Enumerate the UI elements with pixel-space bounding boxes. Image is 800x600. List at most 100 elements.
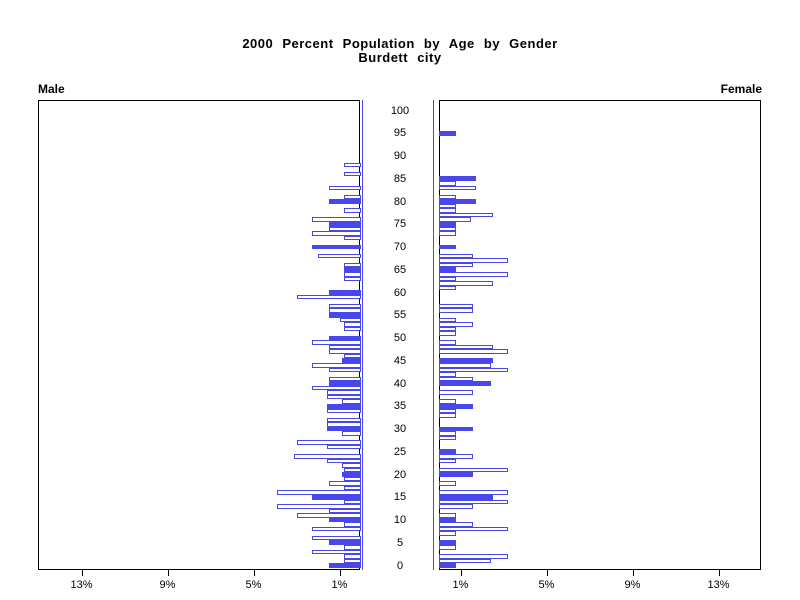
- male-bar-age-78: [343, 208, 361, 213]
- female-bar-age-34: [439, 408, 457, 414]
- male-bar-age-49: [311, 340, 361, 345]
- male-bar-age-17: [343, 485, 361, 491]
- male-tick-13%: [81, 570, 83, 576]
- age-tick-label-55: 55: [393, 309, 407, 322]
- female-bar-age-68: [439, 253, 474, 259]
- female-bar-age-30: [439, 426, 474, 432]
- male-bar-age-22: [341, 463, 361, 468]
- male-bar-age-6: [311, 535, 361, 541]
- male-bar-age-24: [294, 454, 361, 459]
- male-bar-age-38: [326, 390, 361, 395]
- male-bar-age-76: [311, 217, 361, 222]
- male-bar-age-88: [343, 162, 361, 168]
- male-bar-age-81: [343, 194, 361, 200]
- age-tick-label-25: 25: [393, 445, 407, 458]
- female-bar-age-47: [439, 349, 508, 354]
- male-bar-age-20: [341, 472, 361, 477]
- chart-subtitle: Burdett city: [358, 50, 442, 65]
- male-bar-age-31: [326, 422, 361, 427]
- female-bar-age-44: [439, 363, 491, 368]
- female-bar-age-4: [439, 545, 457, 550]
- female-bar-age-33: [439, 413, 457, 418]
- female-bar-age-76: [439, 217, 472, 222]
- female-tick-5%: [546, 570, 548, 576]
- age-tick-label-60: 60: [393, 286, 407, 299]
- age-tick-label-5: 5: [396, 536, 404, 549]
- male-bar-age-80: [328, 199, 361, 204]
- male-bar-age-40: [328, 381, 361, 386]
- male-bar-age-65: [343, 267, 361, 273]
- female-bar-age-52: [439, 326, 457, 332]
- female-bar-age-51: [439, 331, 457, 336]
- male-bar-age-0: [328, 563, 361, 568]
- male-bar-age-30: [326, 426, 361, 432]
- female-bar-age-49: [439, 340, 457, 345]
- female-bar-age-53: [439, 322, 474, 327]
- male-bar-age-23: [326, 458, 361, 464]
- female-bar-age-1: [439, 558, 491, 564]
- female-bar-age-62: [439, 281, 493, 286]
- age-tick-label-65: 65: [393, 263, 407, 276]
- male-bar-age-66: [343, 262, 361, 268]
- age-tick-label-0: 0: [396, 559, 404, 572]
- male-bar-age-46: [343, 353, 361, 359]
- age-tick-label-90: 90: [393, 150, 407, 162]
- male-tick-1%: [339, 570, 341, 576]
- female-bar-age-66: [439, 262, 474, 268]
- female-bar-age-13: [439, 504, 474, 509]
- male-panel-label: Male: [38, 82, 65, 96]
- male-bar-age-39: [311, 385, 361, 391]
- female-bar-age-11: [439, 513, 457, 518]
- age-tick-label-20: 20: [393, 468, 407, 481]
- female-bar-age-80: [439, 199, 476, 204]
- age-tick-label-35: 35: [393, 400, 407, 413]
- male-tick-label-5%: 5%: [245, 579, 262, 591]
- female-bar-age-41: [439, 376, 474, 382]
- age-tick-label-45: 45: [393, 354, 407, 367]
- male-bar-age-18: [328, 481, 361, 486]
- male-bar-age-4: [343, 545, 361, 550]
- age-tick-label-50: 50: [393, 332, 407, 344]
- female-bar-age-24: [439, 454, 474, 459]
- female-bar-age-42: [439, 372, 457, 377]
- male-bar-age-53: [343, 322, 361, 327]
- male-bar-age-29: [341, 431, 361, 436]
- female-bar-age-78: [439, 208, 457, 213]
- female-bar-age-73: [439, 231, 457, 236]
- male-tick-label-1%: 1%: [331, 579, 348, 591]
- male-bar-age-1: [343, 558, 361, 564]
- chart-title: 2000 Percent Population by Age by Gender: [242, 36, 558, 51]
- male-bar-age-16: [277, 490, 361, 495]
- age-tick-label-80: 80: [393, 195, 407, 208]
- female-bar-age-35: [439, 403, 474, 409]
- female-bar-age-79: [439, 203, 457, 209]
- female-bar-age-84: [439, 181, 457, 186]
- female-bar-age-8: [439, 526, 508, 532]
- female-tick-label-1%: 1%: [452, 579, 469, 591]
- male-bar-age-14: [343, 499, 361, 505]
- male-bar-age-60: [328, 290, 361, 295]
- female-bar-age-43: [439, 367, 508, 373]
- age-tick-label-15: 15: [393, 491, 407, 504]
- male-tick-5%: [253, 570, 255, 576]
- male-bar-age-83: [328, 185, 361, 191]
- male-bar-age-34: [326, 408, 361, 414]
- male-bar-age-9: [343, 522, 361, 527]
- male-bar-age-75: [328, 221, 361, 227]
- female-bar-age-54: [439, 317, 457, 323]
- female-bar-age-36: [439, 399, 457, 404]
- female-panel-label: Female: [720, 82, 762, 96]
- male-bar-age-27: [296, 440, 361, 445]
- male-tick-label-9%: 9%: [159, 579, 176, 591]
- female-bar-age-40: [439, 381, 491, 386]
- female-bar-age-10: [439, 517, 457, 523]
- female-bar-age-38: [439, 390, 474, 395]
- male-age-axis-line: [362, 100, 363, 570]
- male-bar-age-74: [328, 226, 361, 232]
- female-bar-age-29: [439, 431, 457, 436]
- age-tick-label-10: 10: [393, 514, 407, 526]
- age-tick-label-30: 30: [393, 423, 407, 435]
- male-bar-age-19: [343, 476, 361, 482]
- male-bar-age-10: [328, 517, 361, 523]
- female-tick-label-13%: 13%: [707, 579, 730, 591]
